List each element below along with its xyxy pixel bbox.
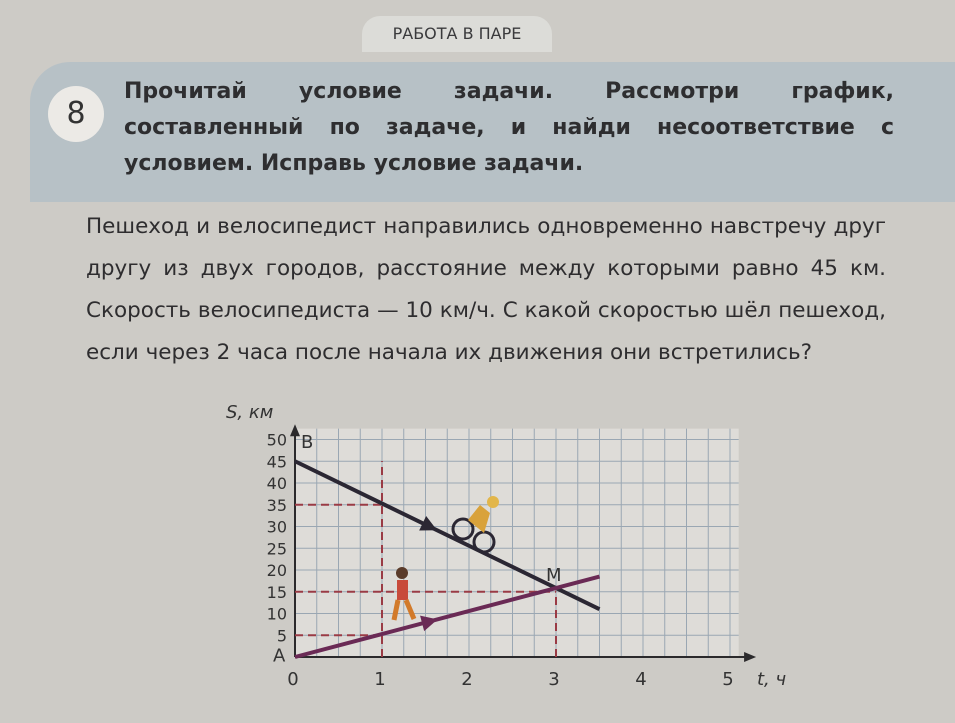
point-label-b: B <box>301 432 313 453</box>
y-tick-label: 50 <box>267 431 287 450</box>
pedestrian-head-icon <box>396 567 408 579</box>
x-tick-label: 2 <box>461 669 472 690</box>
y-tick-label: 5 <box>277 626 287 645</box>
cyclist-body-icon <box>468 505 490 533</box>
work-in-pairs-label: РАБОТА В ПАРЕ <box>362 16 552 52</box>
y-tick-label: 20 <box>267 561 287 580</box>
task-number: 8 <box>48 86 104 142</box>
x-axis-arrow-icon <box>744 652 757 662</box>
x-tick-label: 4 <box>635 669 646 690</box>
task-header-band <box>30 62 955 202</box>
y-tick-label: 15 <box>267 583 287 602</box>
y-tick-label: 40 <box>267 474 287 493</box>
y-tick-label: 30 <box>267 518 287 537</box>
point-label-m: M <box>546 565 562 586</box>
pedestrian-icon <box>397 580 408 600</box>
pedestrian-legs-icon <box>391 599 417 621</box>
point-label-a: A <box>273 645 286 666</box>
x-axis-label: t, ч <box>757 669 786 690</box>
y-tick-label: 35 <box>267 496 287 515</box>
y-axis-label: S, км <box>226 402 273 423</box>
y-tick-label: 25 <box>267 539 287 558</box>
x-tick-label: 5 <box>722 669 733 690</box>
x-tick-label: 3 <box>548 669 559 690</box>
problem-text: Пешеход и велосипедист направились однов… <box>86 214 886 365</box>
pedestrian-direction-arrow-icon <box>420 615 438 632</box>
cyclist-head-icon <box>487 496 499 508</box>
y-tick-label: 10 <box>267 605 287 624</box>
pedestrian-line <box>294 574 601 659</box>
y-tick-label: 45 <box>267 452 287 471</box>
y-axis-arrow-icon <box>290 424 300 437</box>
task-instruction: Прочитай условие задачи. Рассмотри графи… <box>124 79 894 176</box>
x-tick-label: 0 <box>287 669 298 690</box>
plot-area <box>295 428 739 657</box>
cyclist-direction-arrow-icon <box>419 516 438 531</box>
cyclist-line <box>294 459 601 611</box>
cyclist-icon <box>451 517 475 541</box>
x-tick-label: 1 <box>374 669 385 690</box>
